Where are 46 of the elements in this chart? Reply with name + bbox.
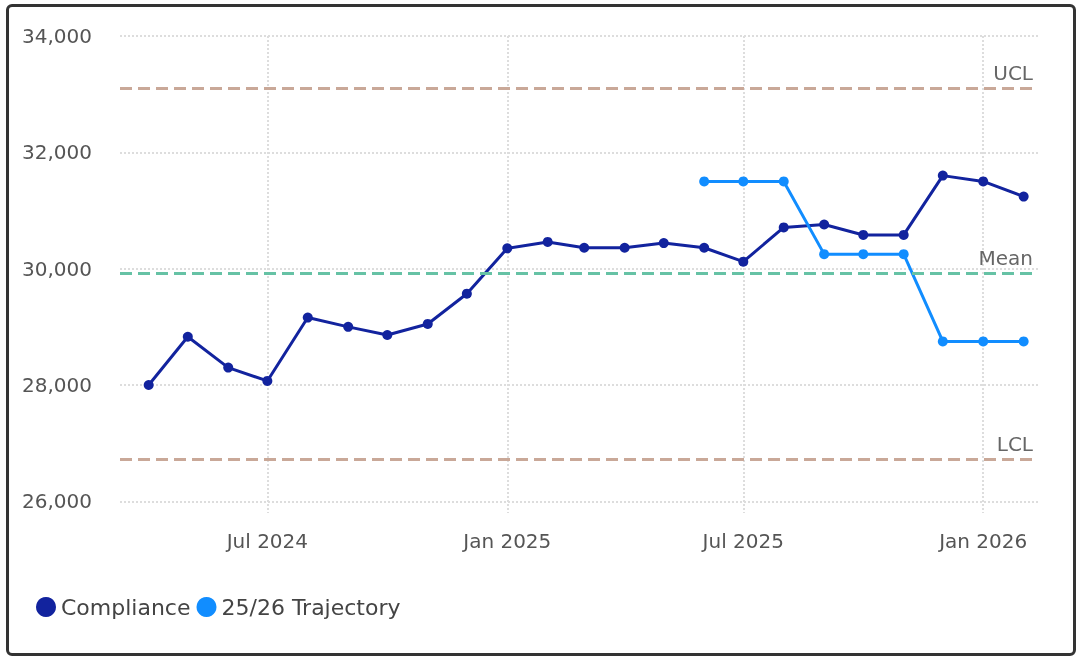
x-tick-label: Jan 2026 <box>937 529 1028 553</box>
y-tick-label: 26,000 <box>22 489 92 514</box>
point <box>937 336 948 347</box>
x-tick-label: Jul 2024 <box>224 529 309 553</box>
point <box>738 176 749 187</box>
ref-line-label: LCL <box>996 432 1034 457</box>
point <box>223 362 234 373</box>
point <box>302 312 313 323</box>
point <box>978 336 989 347</box>
ref-line-label: Mean <box>978 245 1033 270</box>
point <box>978 176 989 187</box>
legend-label: 25/26 Trajectory <box>221 594 401 620</box>
y-tick-label: 28,000 <box>22 373 92 398</box>
point <box>579 242 590 253</box>
point <box>699 176 710 187</box>
point <box>1018 336 1029 347</box>
point <box>778 176 789 187</box>
point <box>619 242 630 253</box>
point <box>658 238 669 249</box>
point <box>182 331 193 342</box>
point <box>699 242 710 253</box>
legend-label: Compliance <box>61 594 191 620</box>
point <box>937 170 948 181</box>
x-tick-label: Jul 2025 <box>700 529 784 553</box>
point <box>858 229 869 240</box>
point <box>819 219 830 230</box>
x-tick-label: Jan 2025 <box>461 529 552 553</box>
point <box>461 288 472 299</box>
point <box>262 375 273 386</box>
point <box>778 222 789 233</box>
point <box>858 249 869 260</box>
point <box>143 380 154 391</box>
point <box>382 330 393 340</box>
point <box>422 318 433 329</box>
point <box>738 256 749 267</box>
point <box>898 229 909 240</box>
ref-line-label: UCL <box>993 61 1034 86</box>
y-tick-label: 32,000 <box>22 140 92 165</box>
point <box>1018 191 1029 202</box>
point <box>898 249 909 260</box>
y-tick-label: 30,000 <box>22 256 92 281</box>
point <box>343 321 354 332</box>
point <box>502 243 513 254</box>
y-tick-label: 34,000 <box>22 24 92 48</box>
point <box>819 249 830 260</box>
point <box>542 236 553 247</box>
